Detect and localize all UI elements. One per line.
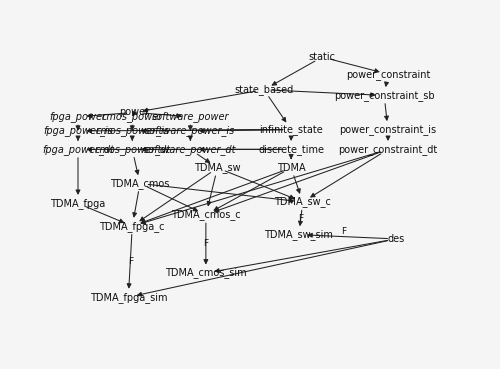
Text: TDMA_cmos_c: TDMA_cmos_c bbox=[171, 209, 240, 220]
Text: state_based: state_based bbox=[234, 84, 294, 95]
Text: cmos_power_dt: cmos_power_dt bbox=[94, 144, 170, 155]
Text: F: F bbox=[204, 239, 208, 248]
Text: power: power bbox=[119, 107, 149, 117]
Text: cmos_power: cmos_power bbox=[102, 112, 163, 122]
Text: F: F bbox=[128, 257, 133, 266]
Text: cmos_power_is: cmos_power_is bbox=[96, 125, 169, 137]
Text: infinite_state: infinite_state bbox=[259, 124, 323, 135]
Text: TDMA_fpga_sim: TDMA_fpga_sim bbox=[90, 292, 167, 303]
Text: software_power_is: software_power_is bbox=[145, 125, 236, 137]
Text: fpga_power_dt: fpga_power_dt bbox=[42, 144, 114, 155]
Text: F: F bbox=[341, 227, 346, 235]
Text: power_constraint_is: power_constraint_is bbox=[340, 124, 436, 135]
Text: TDMA_cmos_sim: TDMA_cmos_sim bbox=[165, 268, 246, 279]
Text: software_power_dt: software_power_dt bbox=[144, 144, 236, 155]
Text: des: des bbox=[387, 234, 404, 244]
Text: TDMA_sw: TDMA_sw bbox=[194, 162, 241, 173]
Text: TDMA_fpga: TDMA_fpga bbox=[50, 198, 106, 209]
Text: F: F bbox=[298, 214, 304, 223]
Text: software_power: software_power bbox=[152, 111, 229, 122]
Text: power_constraint_sb: power_constraint_sb bbox=[334, 90, 434, 101]
Text: discrete_time: discrete_time bbox=[258, 144, 324, 155]
Text: TDMA: TDMA bbox=[277, 163, 306, 173]
Text: TDMA_cmos: TDMA_cmos bbox=[110, 178, 170, 189]
Text: TDMA_sw_c: TDMA_sw_c bbox=[274, 197, 331, 207]
Text: power_constraint: power_constraint bbox=[346, 69, 430, 80]
Text: fpga_power_is: fpga_power_is bbox=[43, 125, 113, 137]
Text: fpga_power: fpga_power bbox=[50, 111, 106, 122]
Text: power_constraint_dt: power_constraint_dt bbox=[338, 144, 438, 155]
Text: static: static bbox=[308, 52, 336, 62]
Text: TDMA_sw_sim: TDMA_sw_sim bbox=[264, 229, 334, 240]
Text: TDMA_fpga_c: TDMA_fpga_c bbox=[100, 221, 165, 232]
